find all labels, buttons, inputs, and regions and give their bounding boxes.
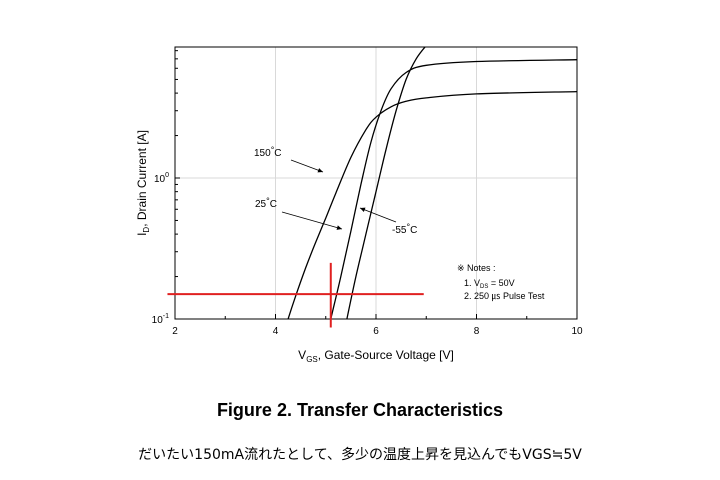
- x-axis-label: VGS, Gate-Source Voltage [V]: [298, 348, 454, 364]
- curve--55: [346, 47, 426, 319]
- curve-label-150: 150°C: [254, 145, 282, 159]
- x-tick-label: 2: [172, 326, 178, 337]
- leader-arrowhead: [317, 168, 323, 173]
- note-vds: 1. VDS = 50V: [464, 278, 515, 290]
- y-tick-label: 10-1: [152, 313, 169, 326]
- x-tick-label: 4: [273, 326, 279, 337]
- curve-label--55: -55°C: [392, 222, 417, 236]
- remark-text: だいたい150mA流れたとして、多少の温度上昇を見込んでもVGS≒5V: [138, 447, 582, 463]
- x-tick-label: 10: [571, 326, 583, 337]
- leader-arrowhead: [360, 207, 366, 212]
- leader-line: [281, 211, 343, 230]
- y-tick-label: 100: [154, 172, 169, 185]
- red-annotation: [167, 262, 424, 328]
- curve-labels: 150°C 25°C -55°C: [254, 145, 417, 236]
- leader-arrowhead: [336, 225, 342, 230]
- transfer-characteristics-chart: 2 4 6 8 10 10-1 100 150°C 25°C -55°C ※ Notes : 1.…: [135, 46, 583, 364]
- leader-line: [290, 159, 324, 173]
- notes-title: ※ Notes :: [457, 263, 496, 273]
- leader-line: [359, 207, 397, 223]
- curve-150: [287, 90, 577, 319]
- curves: [287, 47, 577, 319]
- x-tick-label: 6: [373, 326, 379, 337]
- y-axis-label: ID, Drain Current [A]: [135, 130, 151, 236]
- grid: [175, 47, 577, 319]
- curve-label-25: 25°C: [255, 196, 277, 210]
- note-pulse: 2. 250 ㎲ Pulse Test: [464, 291, 545, 302]
- curve-25: [330, 59, 577, 319]
- x-tick-label: 8: [474, 326, 480, 337]
- figure-caption: Figure 2. Transfer Characteristics: [216, 400, 504, 420]
- axis-ticks: 2 4 6 8 10 10-1 100: [152, 50, 583, 337]
